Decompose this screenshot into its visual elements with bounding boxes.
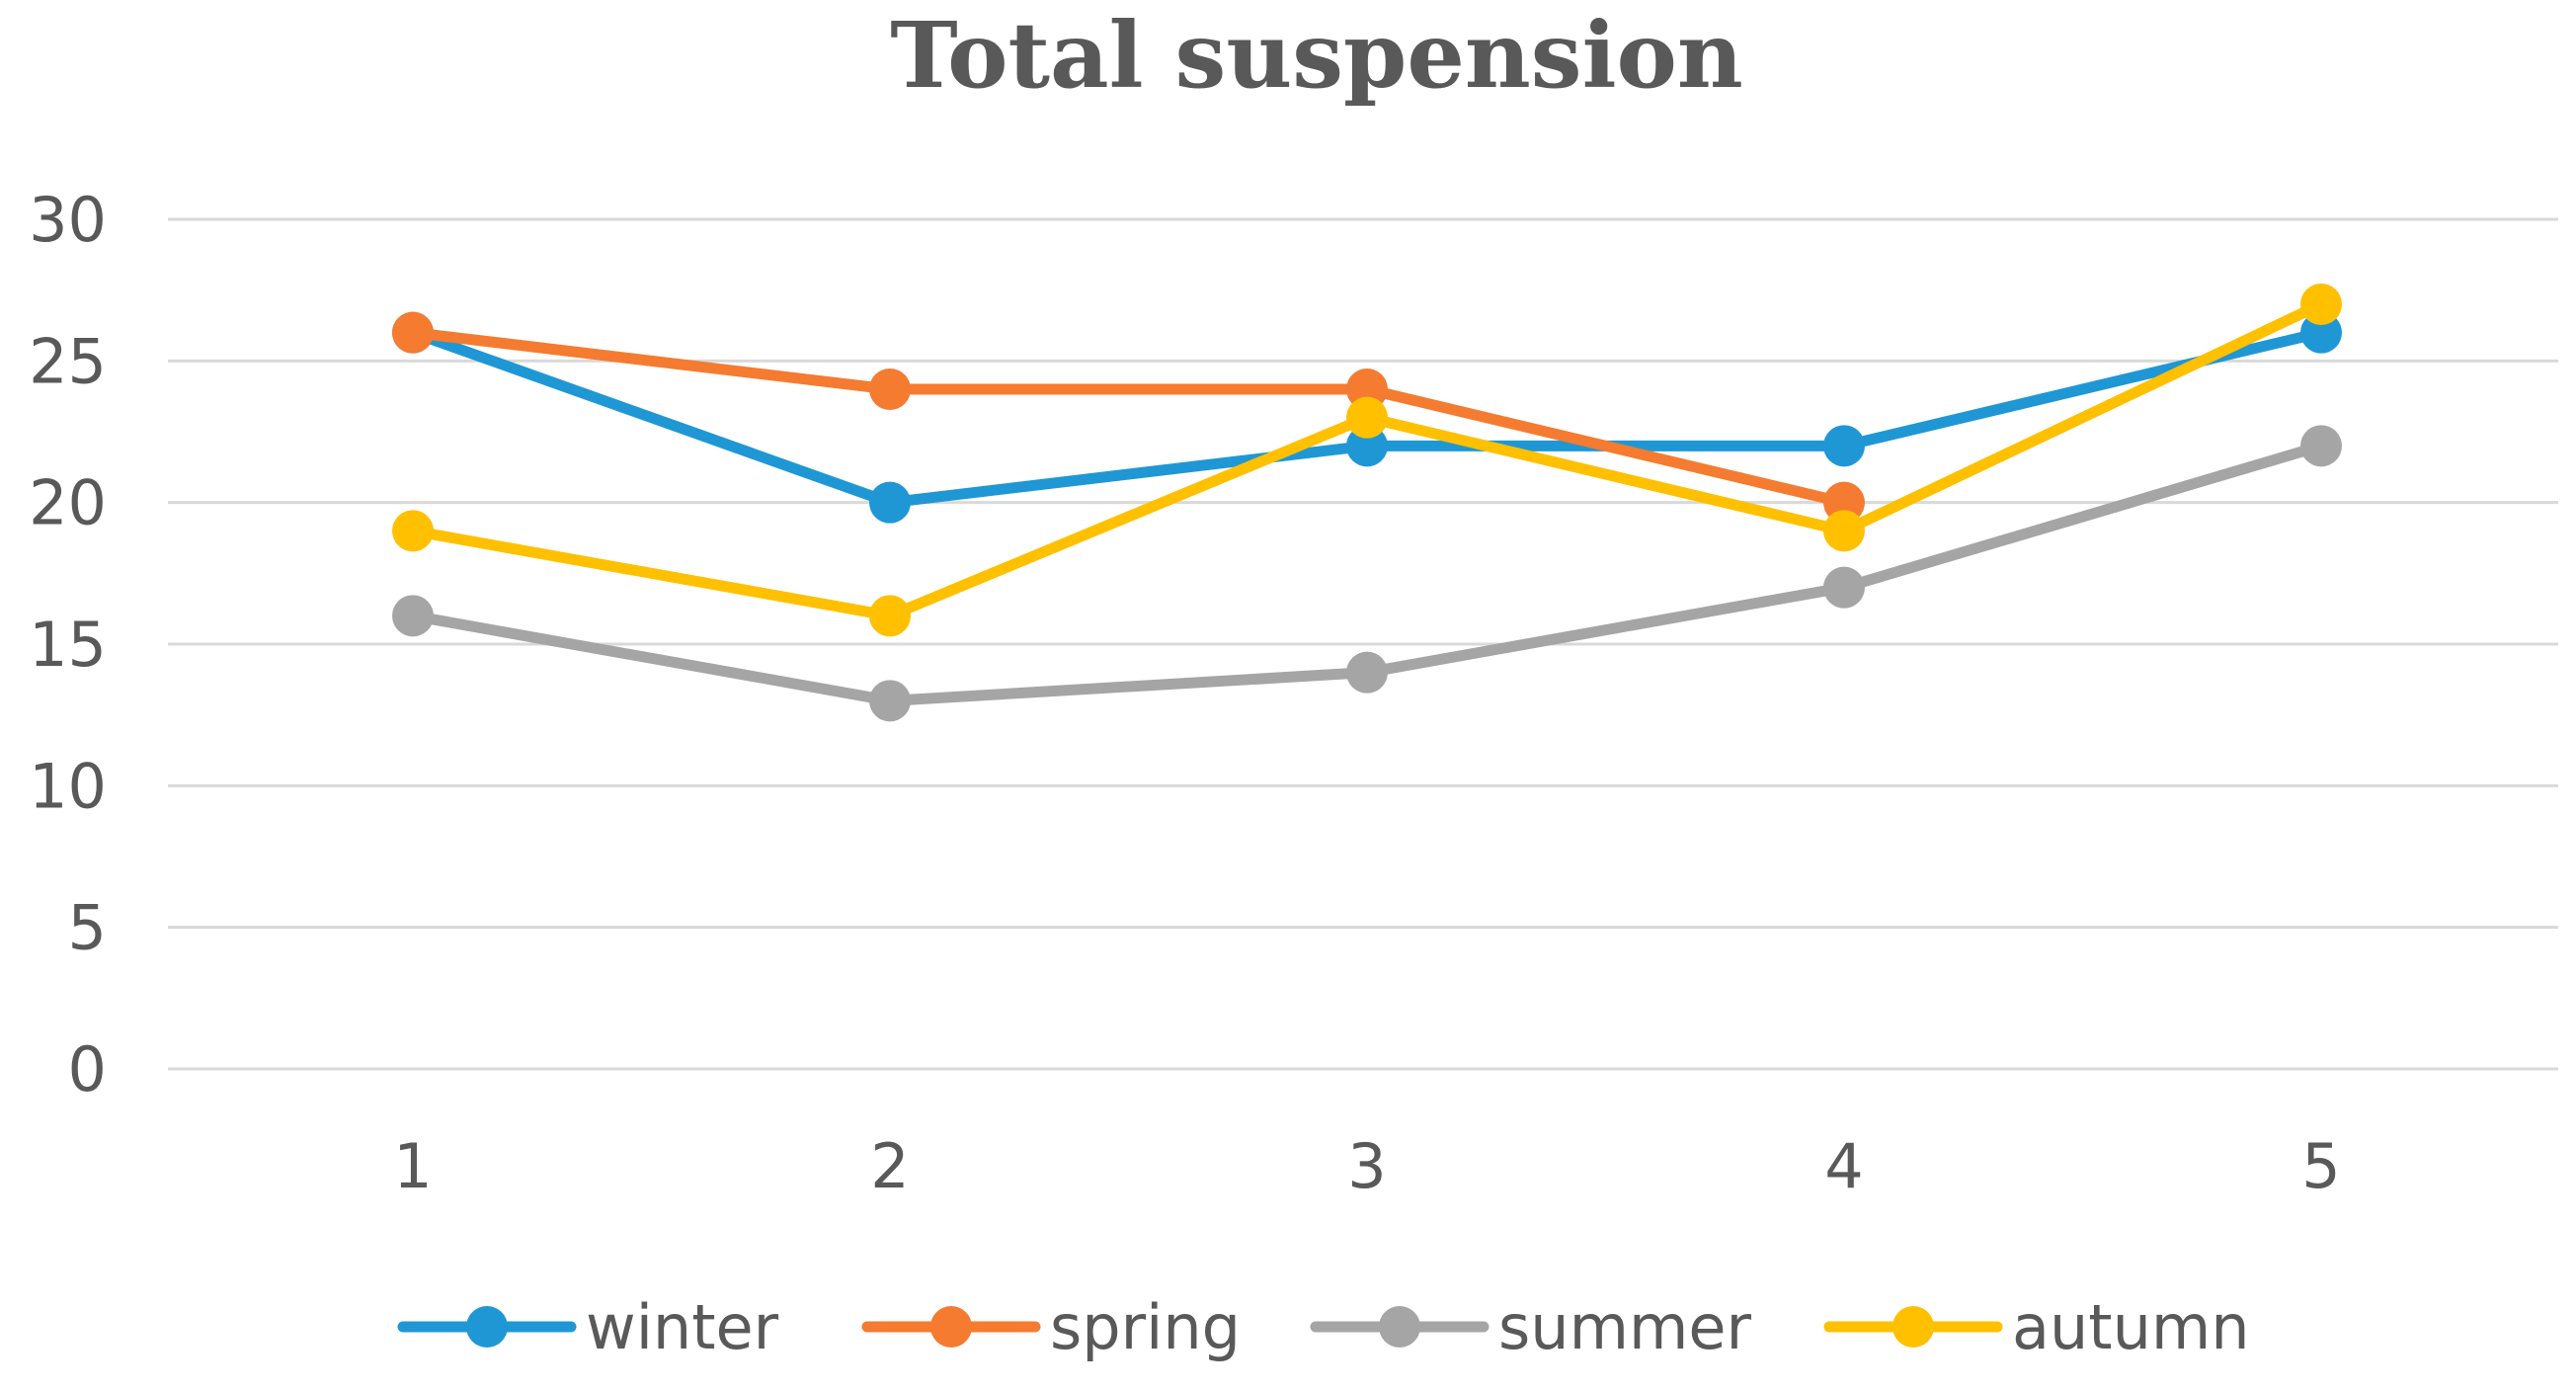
data-point-summer	[2300, 425, 2342, 467]
legend-marker	[930, 1306, 972, 1348]
series-summer	[392, 425, 2342, 722]
data-point-winter	[869, 481, 911, 524]
data-point-summer	[392, 595, 434, 637]
legend-item-winter: winter	[397, 1291, 779, 1363]
series-winter	[392, 311, 2342, 524]
data-point-autumn	[1823, 510, 1865, 552]
legend-item-spring: spring	[861, 1291, 1241, 1363]
data-point-spring	[392, 311, 434, 354]
y-tick-label: 20	[29, 467, 107, 539]
series-spring	[392, 311, 1865, 524]
legend-marker	[466, 1306, 508, 1348]
x-axis-ticks: 1 2 3 4 5	[393, 1130, 2340, 1202]
y-tick-label: 15	[29, 609, 107, 681]
x-tick-label: 3	[1347, 1130, 1386, 1202]
data-point-summer	[1346, 651, 1388, 694]
legend: winter spring summer autumn	[397, 1291, 2250, 1363]
data-point-autumn	[869, 595, 911, 637]
data-point-spring	[869, 368, 911, 410]
y-tick-label: 10	[29, 750, 107, 822]
data-point-autumn	[2300, 284, 2342, 325]
x-tick-label: 1	[393, 1130, 432, 1202]
x-tick-label: 2	[870, 1130, 909, 1202]
y-tick-label: 25	[29, 325, 107, 397]
legend-marker	[1892, 1306, 1934, 1348]
legend-label: summer	[1498, 1291, 1752, 1363]
y-tick-label: 5	[68, 892, 107, 964]
legend-label: spring	[1050, 1291, 1241, 1363]
series-autumn	[392, 284, 2342, 637]
x-tick-label: 5	[2301, 1130, 2340, 1202]
legend-label: winter	[586, 1291, 779, 1363]
y-axis-ticks: 0 5 10 15 20 25 30	[29, 184, 107, 1105]
legend-marker	[1379, 1306, 1420, 1348]
legend-item-summer: summer	[1310, 1291, 1752, 1363]
data-point-summer	[869, 680, 911, 722]
data-point-winter	[1823, 425, 1865, 467]
series-lines	[392, 284, 2342, 722]
series-line-spring	[407, 327, 1850, 509]
y-tick-label: 30	[29, 184, 107, 256]
data-point-summer	[1823, 566, 1865, 609]
legend-label: autumn	[2012, 1291, 2250, 1363]
y-tick-label: 0	[68, 1033, 107, 1105]
data-point-autumn	[392, 510, 434, 552]
x-tick-label: 4	[1824, 1130, 1863, 1202]
chart-title: Total suspension	[890, 2, 1743, 109]
legend-item-autumn: autumn	[1823, 1291, 2250, 1363]
data-point-autumn	[1346, 396, 1388, 439]
